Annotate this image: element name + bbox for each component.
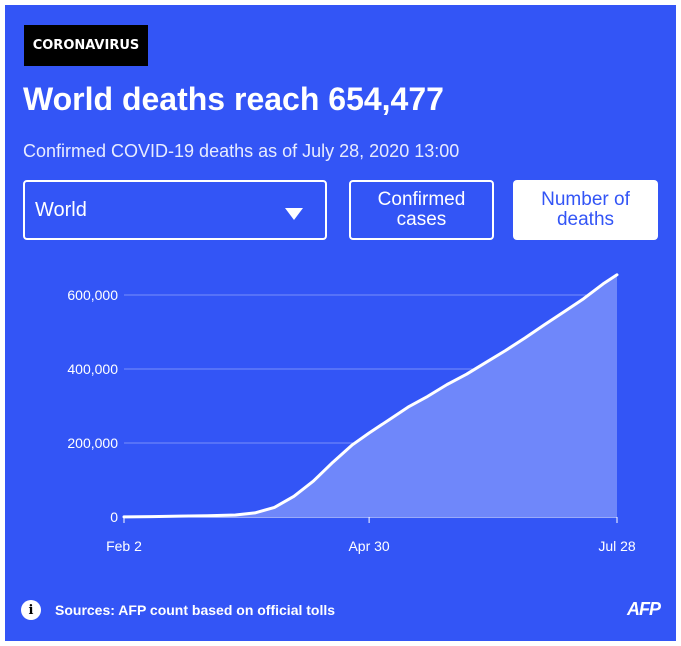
number-of-deaths-button[interactable]: Number of deaths <box>513 180 658 240</box>
category-badge: CORONAVIRUS <box>24 25 148 66</box>
chart-title: World deaths reach 654,477 <box>23 81 444 117</box>
deaths-area-chart: 0 200,000 400,000 600,000 Feb 2 Apr 30 Jul 28 <box>67 273 636 554</box>
chart-subtitle: Confirmed COVID-19 deaths as of July 28,… <box>23 141 460 161</box>
chevron-down-icon <box>285 208 303 220</box>
confirmed-cases-button-label: Confirmed cases <box>377 189 466 230</box>
x-tick-label: Jul 28 <box>598 538 636 554</box>
chart-card: CORONAVIRUS World deaths reach 654,477 C… <box>5 5 676 641</box>
info-icon[interactable]: i <box>21 600 41 620</box>
y-tick-label: 0 <box>110 509 118 525</box>
x-tick-label: Feb 2 <box>106 538 142 554</box>
number-of-deaths-button-label: Number of deaths <box>541 189 630 230</box>
afp-logo: AFP <box>627 599 661 619</box>
deaths-line <box>122 273 619 519</box>
confirmed-cases-button[interactable]: Confirmed cases <box>349 180 494 240</box>
region-dropdown-label: World <box>35 199 87 221</box>
deaths-area <box>124 274 617 517</box>
y-tick-label: 600,000 <box>67 287 118 303</box>
x-tick-label: Apr 30 <box>348 538 389 554</box>
source-text: Sources: AFP count based on official tol… <box>55 602 336 618</box>
y-tick-label: 400,000 <box>67 361 118 377</box>
footer: i Sources: AFP count based on official t… <box>21 599 335 621</box>
region-dropdown[interactable]: World <box>23 180 327 240</box>
y-tick-label: 200,000 <box>67 435 118 451</box>
